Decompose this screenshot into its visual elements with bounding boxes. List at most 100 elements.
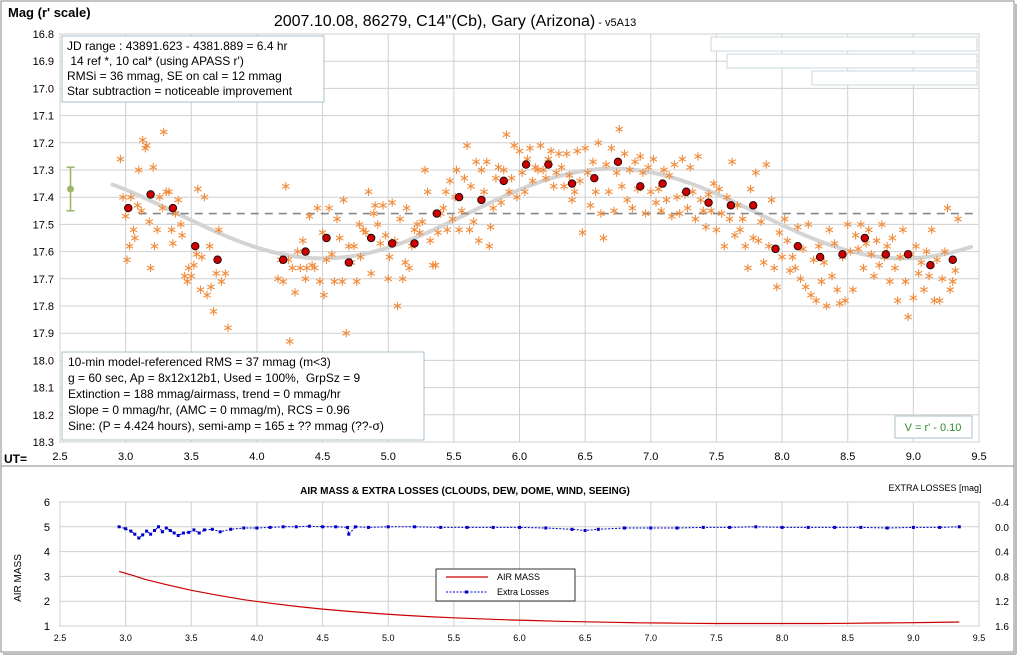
- raw-point: [446, 176, 454, 186]
- binned-point: [146, 190, 155, 199]
- raw-point: [330, 277, 339, 286]
- raw-point: [859, 263, 868, 273]
- raw-point: [505, 187, 513, 196]
- raw-point: [123, 255, 131, 264]
- legend-airmass-label: AIR MASS: [497, 572, 540, 582]
- raw-point: [296, 263, 305, 273]
- airmass-x-tick-label: 5.5: [448, 633, 461, 643]
- raw-point: [439, 203, 448, 213]
- y-tick-label: 17.3: [33, 165, 54, 177]
- raw-point: [165, 187, 173, 196]
- raw-point: [482, 157, 491, 166]
- raw-point: [599, 233, 608, 243]
- raw-point: [518, 168, 527, 177]
- raw-point: [628, 203, 637, 213]
- raw-point: [856, 220, 865, 229]
- raw-point: [388, 198, 397, 207]
- airmass-y-tick-labels: 1 2 3 4 5 6: [44, 497, 50, 633]
- raw-point: [293, 247, 302, 256]
- raw-point: [948, 277, 957, 286]
- raw-point: [744, 263, 752, 273]
- raw-point: [691, 214, 700, 224]
- raw-point: [951, 266, 960, 275]
- info-box-bottom-frame: [61, 351, 425, 441]
- extra-losses-points: [117, 524, 961, 540]
- raw-point: [583, 168, 592, 177]
- raw-point: [313, 203, 322, 213]
- x-tick-label: 6.0: [512, 451, 527, 463]
- raw-point: [512, 193, 521, 202]
- airmass-y-tick-label: 3: [44, 571, 50, 583]
- raw-point: [620, 149, 629, 158]
- raw-point: [507, 174, 516, 183]
- airmass-chart: AIR MASS & EXTRA LOSSES (CLOUDS, DEW, DO…: [13, 483, 1009, 643]
- raw-point: [130, 233, 139, 243]
- extra-losses-point: [133, 532, 137, 536]
- raw-point: [589, 157, 597, 166]
- raw-point: [607, 144, 616, 153]
- binned-point: [815, 252, 825, 262]
- raw-point: [812, 296, 821, 305]
- raw-point: [457, 206, 466, 215]
- raw-point: [141, 144, 150, 153]
- y-tick-label: 17.2: [33, 138, 54, 150]
- binned-point: [881, 250, 890, 259]
- raw-point: [914, 269, 923, 278]
- raw-point: [565, 171, 574, 180]
- binned-point: [499, 176, 508, 186]
- info-box-top: JD range : 43891.623 - 4381.889 = 6.4 hr…: [61, 35, 325, 103]
- extra-losses-point: [229, 527, 233, 531]
- raw-point: [804, 220, 813, 229]
- x-tick-label: 9.5: [971, 451, 986, 463]
- binned-point: [477, 195, 486, 205]
- raw-point: [636, 152, 645, 161]
- raw-point: [841, 296, 849, 305]
- raw-point: [197, 252, 206, 262]
- extra-losses-point: [255, 526, 259, 530]
- raw-point: [159, 127, 168, 137]
- extra-losses-point: [367, 525, 370, 529]
- raw-point: [489, 203, 498, 213]
- binned-point: [613, 157, 623, 167]
- info-ref-stars: 14 ref *, 10 cal* (using APASS r'): [67, 54, 244, 68]
- extra-losses-point: [281, 525, 285, 529]
- raw-point: [137, 206, 146, 215]
- y-axis-label: Mag (r' scale): [8, 5, 91, 20]
- raw-point: [885, 277, 894, 286]
- extra-losses-point: [268, 525, 272, 529]
- raw-point: [552, 168, 561, 177]
- extra-losses-point: [181, 531, 185, 535]
- raw-point: [158, 203, 167, 213]
- raw-point: [327, 250, 336, 259]
- raw-point: [883, 242, 891, 251]
- airmass-x-tick-label: 9.0: [907, 633, 920, 643]
- raw-point: [318, 228, 327, 237]
- binned-point: [213, 255, 222, 264]
- extra-losses-point: [192, 528, 196, 532]
- info-rms: RMSi = 36 mmag, SE on cal = 12 mmag: [67, 69, 282, 83]
- airmass-x-tick-label: 8.0: [776, 633, 789, 643]
- raw-point: [486, 222, 495, 232]
- binned-observations: [124, 157, 957, 270]
- x-axis-label: UT=: [4, 452, 27, 466]
- extra-losses-point: [307, 524, 311, 528]
- legend-box-2: [726, 53, 978, 69]
- info-slope: Slope = 0 mmag/hr, (AMC = 0 mmag/m), RCS…: [68, 403, 350, 417]
- raw-point: [376, 239, 385, 248]
- raw-point: [520, 187, 529, 196]
- extra-losses-point: [491, 525, 495, 529]
- extra-losses-point: [780, 525, 784, 529]
- raw-point: [568, 195, 576, 205]
- airmass-y-tick-label: 1: [44, 621, 50, 633]
- raw-point: [641, 209, 650, 218]
- legend-losses-marker: [465, 590, 468, 594]
- extra-losses-point: [728, 525, 732, 529]
- x-tick-label: 5.5: [446, 451, 461, 463]
- raw-point: [738, 214, 747, 224]
- extra-losses-point: [938, 525, 942, 529]
- raw-point: [167, 225, 176, 234]
- x-tick-label: 4.5: [315, 451, 330, 463]
- raw-point: [665, 171, 674, 180]
- binned-point: [124, 203, 133, 213]
- raw-point: [820, 258, 828, 267]
